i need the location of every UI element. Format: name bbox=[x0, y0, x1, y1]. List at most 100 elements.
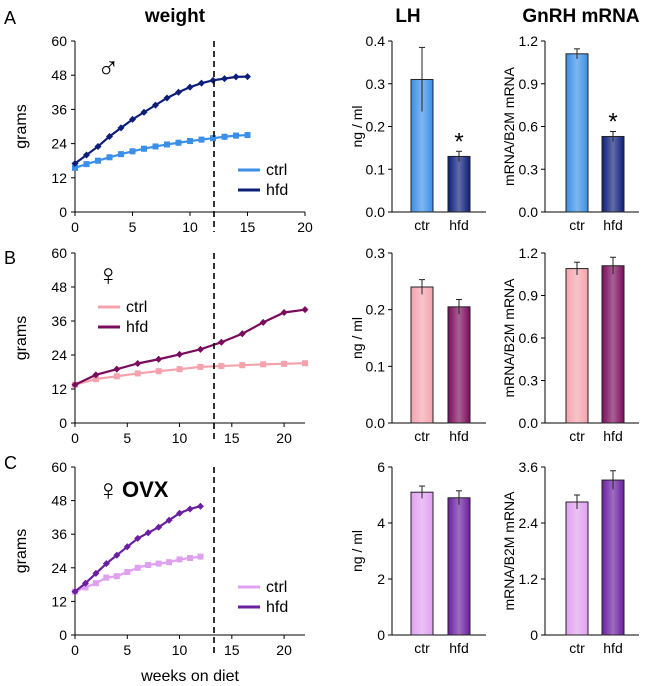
data-point-hfd bbox=[71, 160, 79, 168]
y-tick-label: 0.6 bbox=[519, 119, 539, 135]
data-point-hfd bbox=[106, 132, 113, 140]
y-tick-label: 0.0 bbox=[366, 204, 386, 220]
chart-B-gnrh: 0.0 0.3 0.6 0.9 1.2 mRNA/B2M mRNA ctr hfd bbox=[501, 245, 639, 444]
chart-C-weight: C 0 12 24 36 48 60 0 5 10 15 20 grams ♀ OVX ctrl hfd bbox=[4, 453, 305, 658]
series-line-hfd bbox=[74, 308, 306, 386]
y-tick-label: 24 bbox=[51, 560, 67, 576]
x-tick-label: 0 bbox=[71, 430, 79, 446]
x-tick-label: ctr bbox=[569, 428, 585, 444]
data-point-ctrl bbox=[239, 362, 246, 369]
data-point-ctrl bbox=[166, 559, 173, 566]
significance-star-icon: * bbox=[608, 108, 617, 135]
bar-hfd bbox=[601, 135, 625, 213]
y-tick-label: 60 bbox=[51, 33, 67, 49]
y-tick-label: 0.3 bbox=[519, 373, 539, 389]
data-point-hfd bbox=[217, 338, 225, 346]
data-point-ctrl bbox=[197, 363, 204, 370]
y-tick-label: 1.2 bbox=[519, 245, 539, 261]
series-line-hfd bbox=[74, 505, 201, 593]
x-tick-label: 20 bbox=[276, 642, 292, 658]
gnrh-header: GnRH mRNA bbox=[522, 6, 639, 27]
data-point-hfd bbox=[163, 94, 171, 102]
y-tick-label: 0.3 bbox=[366, 245, 386, 261]
ovx-label: OVX bbox=[122, 477, 169, 502]
legend-label-ctrl: ctrl bbox=[126, 299, 147, 316]
y-tick-label: 0.0 bbox=[366, 415, 386, 431]
x-tick-label: 0 bbox=[71, 219, 79, 235]
x-tick-label: 20 bbox=[276, 430, 292, 446]
x-tick-label: hfd bbox=[603, 640, 622, 656]
x-tick-label: 10 bbox=[182, 219, 198, 235]
x-tick-label: hfd bbox=[603, 428, 622, 444]
data-point-ctrl bbox=[118, 151, 124, 158]
data-point-hfd bbox=[221, 75, 228, 83]
data-point-hfd bbox=[134, 360, 142, 367]
data-point-ctrl bbox=[113, 573, 120, 580]
y-tick-label: 4 bbox=[377, 515, 385, 531]
y-tick-label: 0.1 bbox=[366, 161, 386, 177]
female-symbol-icon: ♀ bbox=[97, 474, 120, 507]
data-point-ctrl bbox=[82, 584, 89, 591]
bar-ctr bbox=[565, 501, 589, 636]
chart-A-gnrh: 0.0 0.3 0.6 0.9 1.2 mRNA/B2M mRNA ctr hfd * bbox=[501, 33, 639, 233]
data-point-ctrl bbox=[187, 138, 193, 145]
x-tick-label: 5 bbox=[123, 642, 131, 658]
y-tick-label: 0.3 bbox=[519, 161, 539, 177]
data-point-hfd bbox=[196, 345, 204, 353]
y-tick-label: 2.4 bbox=[519, 515, 539, 531]
data-point-hfd bbox=[209, 76, 217, 84]
y-tick-label: 0 bbox=[530, 627, 538, 643]
chart-B-lh: 0.0 0.1 0.2 0.3 ng / ml ctr hfd bbox=[349, 245, 486, 444]
bar-ctr bbox=[410, 286, 434, 424]
y-tick-label: 60 bbox=[51, 459, 67, 475]
bar-ctr bbox=[565, 268, 589, 424]
chart-A-lh: 0.0 0.1 0.2 0.3 0.4 ng / ml ctr hfd * bbox=[349, 33, 486, 233]
data-point-hfd bbox=[186, 83, 194, 91]
data-point-hfd bbox=[134, 534, 142, 542]
chart-B-weight: B 0 12 24 36 48 60 0 5 10 15 20 grams ♀ ctrl hfd bbox=[4, 245, 309, 446]
y-axis-label: ng / ml bbox=[349, 105, 365, 147]
data-point-ctrl bbox=[124, 569, 131, 575]
y-tick-label: 48 bbox=[51, 493, 67, 509]
data-point-hfd bbox=[176, 350, 184, 358]
x-tick-label: ctr bbox=[569, 640, 585, 656]
bar-hfd bbox=[601, 265, 625, 424]
x-tick-label: 5 bbox=[123, 430, 131, 446]
x-tick-label: hfd bbox=[603, 217, 622, 233]
bar-hfd bbox=[447, 155, 471, 213]
y-axis-label: mRNA/B2M mRNA bbox=[501, 66, 517, 186]
series-line-ctrl bbox=[74, 133, 248, 169]
x-tick-label: ctr bbox=[569, 217, 585, 233]
legend-label-hfd: hfd bbox=[126, 319, 148, 336]
data-point-ctrl bbox=[134, 564, 141, 571]
y-axis-label: mRNA/B2M mRNA bbox=[501, 491, 517, 611]
data-point-hfd bbox=[238, 330, 246, 338]
y-tick-label: 1.2 bbox=[519, 571, 539, 587]
y-tick-label: 0.0 bbox=[519, 204, 539, 220]
data-point-hfd bbox=[123, 543, 131, 551]
data-point-ctrl bbox=[95, 157, 101, 164]
data-point-ctrl bbox=[176, 366, 183, 373]
series-line-hfd bbox=[74, 75, 248, 165]
y-tick-label: 0.0 bbox=[519, 415, 539, 431]
male-symbol-icon: ♂ bbox=[97, 52, 120, 85]
y-tick-label: 0.9 bbox=[519, 76, 539, 92]
y-tick-label: 60 bbox=[51, 245, 67, 261]
y-tick-label: 1.2 bbox=[519, 33, 539, 49]
y-tick-label: 36 bbox=[51, 313, 67, 329]
y-tick-label: 0 bbox=[59, 204, 67, 220]
data-point-ctrl bbox=[198, 136, 205, 143]
chart-C-lh: 0 2 4 6 ng / ml ctr hfd bbox=[349, 459, 486, 656]
data-point-hfd bbox=[186, 505, 194, 513]
data-point-ctrl bbox=[113, 373, 120, 380]
y-tick-label: 36 bbox=[51, 101, 67, 117]
x-tick-label: 0 bbox=[71, 642, 79, 658]
data-point-hfd bbox=[140, 108, 148, 116]
data-point-ctrl bbox=[260, 361, 267, 368]
data-point-ctrl bbox=[155, 560, 162, 567]
data-point-hfd bbox=[198, 79, 205, 87]
y-tick-label: 3.6 bbox=[519, 459, 539, 475]
data-point-hfd bbox=[176, 509, 184, 517]
